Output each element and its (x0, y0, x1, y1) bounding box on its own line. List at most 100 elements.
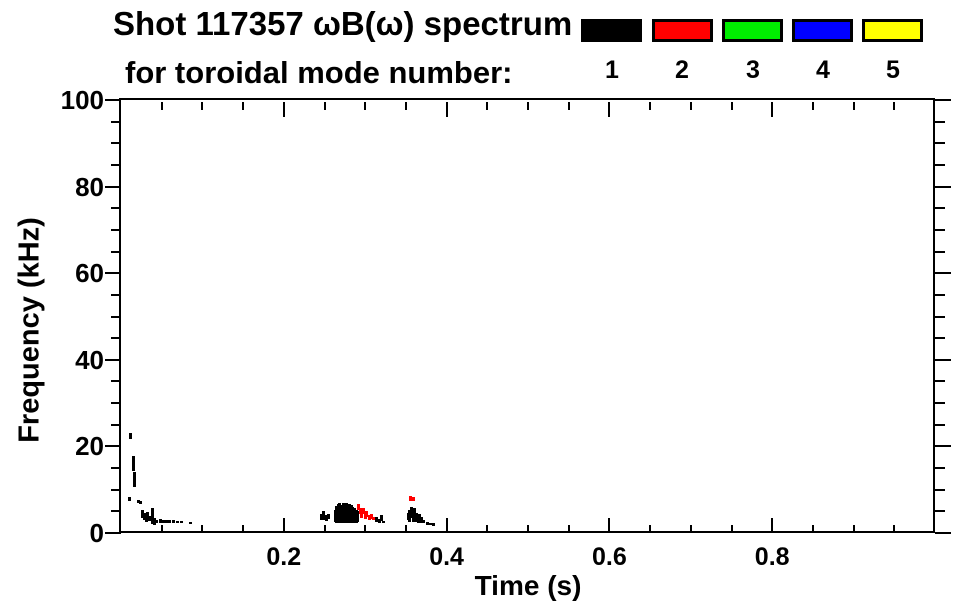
x-minor-tick (527, 525, 529, 533)
legend-swatch-n2 (652, 19, 713, 42)
x-minor-tick-top (160, 102, 163, 110)
x-minor-tick-top (364, 102, 367, 110)
data-mark-n1 (351, 506, 355, 523)
data-mark-n1 (146, 511, 150, 520)
data-mark-n2 (411, 496, 415, 502)
y-minor-tick-right (935, 207, 945, 210)
x-major-tick-top (445, 102, 448, 117)
y-tick-label-40: 40 (75, 344, 104, 375)
data-mark-n1 (151, 508, 155, 525)
data-mark-n2 (362, 507, 366, 514)
data-mark-n1 (425, 521, 429, 525)
legend-swatch-n1 (581, 19, 642, 42)
y-minor-tick (111, 510, 121, 513)
y-minor-tick (111, 423, 121, 426)
x-minor-tick (404, 525, 407, 533)
legend-label-n4: 4 (816, 56, 830, 84)
data-mark-n1 (343, 503, 347, 524)
data-mark-n2 (367, 515, 371, 520)
y-minor-tick-right (935, 402, 945, 405)
x-minor-tick (364, 525, 367, 533)
y-minor-tick (111, 380, 121, 383)
data-mark-n1 (414, 513, 418, 522)
data-mark-n1 (132, 455, 136, 472)
y-tick-label-20: 20 (75, 431, 104, 462)
x-minor-tick (567, 525, 570, 533)
y-minor-tick-right (935, 488, 945, 491)
data-mark-n1 (411, 511, 415, 522)
x-minor-tick-top (730, 102, 733, 110)
y-minor-tick (111, 337, 121, 340)
data-mark-n2 (409, 495, 413, 501)
data-mark-n1 (168, 520, 172, 523)
data-mark-n1 (416, 515, 420, 523)
data-mark-n1 (353, 508, 357, 524)
data-mark-n2 (371, 516, 375, 520)
x-minor-tick (730, 525, 733, 533)
x-minor-tick (649, 525, 652, 533)
data-mark-n2 (360, 511, 364, 518)
legend-label-n1: 1 (605, 56, 619, 84)
data-mark-n1 (348, 503, 352, 523)
y-major-tick (105, 272, 121, 275)
y-minor-tick-right (935, 120, 945, 123)
x-minor-tick-top (567, 102, 570, 110)
x-minor-tick (893, 525, 896, 533)
data-mark-n1 (322, 511, 326, 520)
data-mark-n1 (143, 512, 147, 521)
x-minor-tick (323, 525, 326, 533)
x-minor-tick-top (486, 102, 489, 110)
y-major-tick (105, 185, 121, 188)
y-minor-tick (111, 402, 121, 405)
chart-title-line2: for toroidal mode number: (125, 55, 513, 90)
x-minor-tick-top (811, 102, 814, 110)
y-minor-tick-right (935, 337, 945, 340)
data-mark-n1 (408, 510, 412, 522)
legend-swatch-n4 (792, 19, 853, 42)
x-tick-label-0.4: 0.4 (429, 543, 464, 571)
data-mark-n2 (357, 504, 361, 511)
x-minor-tick (160, 525, 163, 533)
y-tick-label-0: 0 (89, 518, 104, 548)
data-mark-n1 (344, 502, 348, 523)
data-mark-n1 (324, 515, 328, 522)
data-mark-n1 (327, 514, 331, 520)
y-minor-tick (111, 250, 121, 253)
data-mark-n1 (133, 471, 137, 488)
x-axis-title: Time (s) (474, 570, 582, 601)
x-tick-label-0.2: 0.2 (266, 543, 302, 571)
y-major-tick (105, 532, 121, 534)
x-minor-tick-top (242, 102, 245, 110)
data-mark-n1 (413, 508, 417, 520)
y-minor-tick-right (935, 423, 945, 426)
y-minor-tick-right (935, 228, 945, 231)
y-tick-label-80: 80 (75, 171, 104, 202)
x-minor-tick (242, 525, 245, 533)
y-minor-tick (111, 315, 121, 318)
x-minor-tick (201, 525, 204, 533)
legend-label-n5: 5 (886, 56, 900, 84)
y-major-tick-right (935, 532, 951, 534)
data-mark-n1 (161, 519, 165, 523)
x-major-tick (445, 518, 448, 533)
y-minor-tick (111, 228, 121, 231)
x-minor-tick (689, 525, 692, 533)
x-minor-tick-top (893, 102, 896, 110)
data-mark-n1 (419, 517, 423, 524)
data-mark-n1 (319, 513, 323, 521)
data-mark-n1 (127, 496, 131, 501)
x-minor-tick (811, 525, 814, 533)
x-minor-tick (486, 525, 489, 533)
data-mark-n1 (335, 506, 339, 523)
y-minor-tick (111, 142, 121, 145)
y-minor-tick-right (935, 163, 945, 166)
data-mark-n1 (129, 432, 133, 440)
y-minor-tick-right (935, 315, 945, 318)
data-mark-n1 (179, 521, 183, 524)
y-major-tick-right (935, 358, 951, 361)
y-minor-tick (111, 163, 121, 166)
data-mark-n1 (138, 501, 142, 504)
x-major-tick (282, 518, 285, 533)
data-mark-n1 (338, 502, 342, 524)
y-tick-label-60: 60 (75, 258, 104, 289)
